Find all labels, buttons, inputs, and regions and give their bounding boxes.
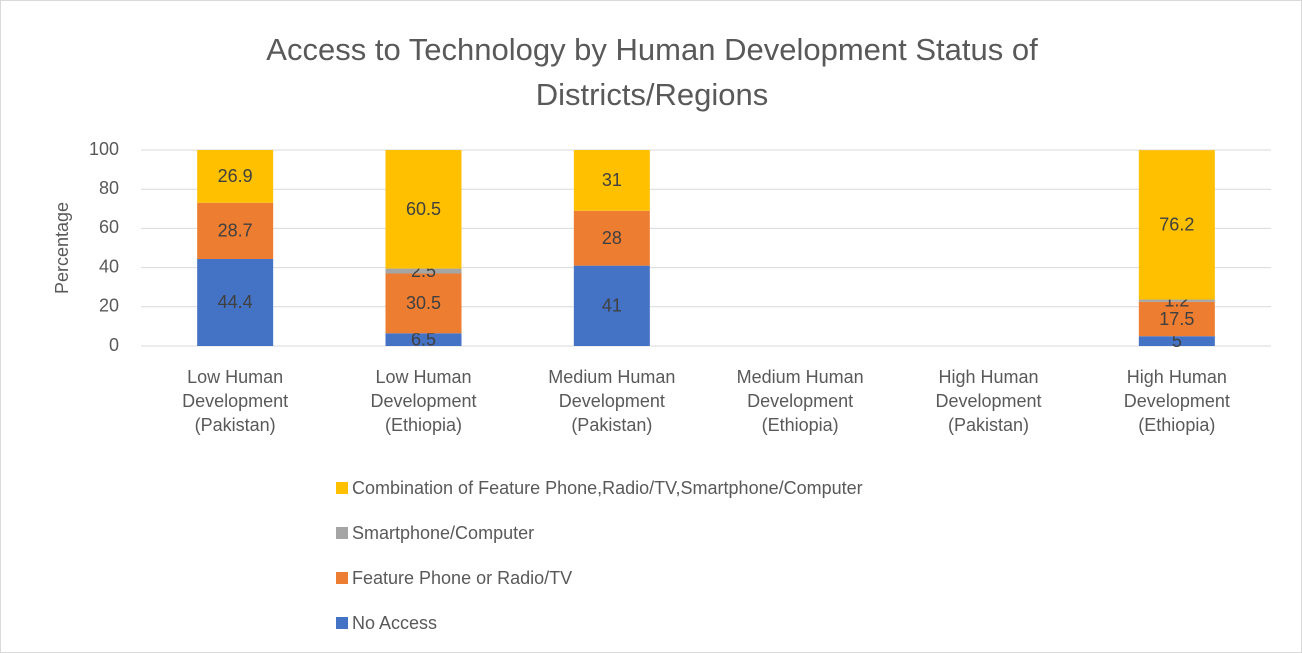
- data-label: 28.7: [218, 221, 253, 241]
- data-label: 30.5: [406, 293, 441, 313]
- y-tick-label: 0: [109, 335, 119, 355]
- bar-segment: [573, 210, 650, 266]
- data-label: 5: [1172, 331, 1182, 351]
- bar-segment: [1138, 299, 1215, 302]
- x-tick-label: Medium Human Development (Pakistan): [548, 367, 676, 435]
- x-tick-label: Medium Human Development (Ethiopia): [736, 367, 864, 435]
- legend-swatch: [336, 527, 348, 539]
- data-label: 60.5: [406, 199, 441, 219]
- legend-swatch: [336, 482, 348, 494]
- legend-swatch: [336, 617, 348, 629]
- legend-label: Smartphone/Computer: [352, 523, 534, 543]
- bar-segment: [197, 258, 274, 346]
- y-tick-label: 40: [99, 256, 119, 276]
- bar-segment: [385, 273, 462, 334]
- data-label: 17.5: [1159, 309, 1194, 329]
- y-axis-label: Percentage: [52, 202, 72, 294]
- y-tick-label: 60: [99, 217, 119, 237]
- bar-segment: [573, 150, 650, 211]
- bar-segment: [197, 202, 274, 259]
- chart-title: Access to Technology by Human Developmen…: [266, 32, 1038, 112]
- y-tick-label: 20: [99, 296, 119, 316]
- data-label: 44.4: [218, 292, 253, 312]
- bar-segment: [385, 333, 462, 346]
- x-tick-label: Low Human Development (Ethiopia): [370, 367, 477, 435]
- data-label: 41: [602, 296, 622, 316]
- data-label: 31: [602, 170, 622, 190]
- bar-segment: [385, 150, 462, 269]
- x-tick-label: High Human Development (Ethiopia): [1123, 367, 1230, 435]
- x-tick-label: Low Human Development (Pakistan): [182, 367, 289, 435]
- bar-segment: [1138, 301, 1215, 337]
- legend-label: Feature Phone or Radio/TV: [352, 568, 572, 588]
- bar-segment: [1138, 150, 1215, 300]
- bar-segment: [197, 150, 274, 203]
- y-tick-label: 100: [89, 139, 119, 159]
- x-tick-label: High Human Development (Pakistan): [935, 367, 1042, 435]
- legend-swatch: [336, 572, 348, 584]
- bar-segment: [385, 268, 462, 274]
- y-tick-label: 80: [99, 178, 119, 198]
- bar-segment: [1138, 336, 1215, 346]
- bar-segment: [573, 265, 650, 346]
- data-label: 6.5: [411, 329, 436, 349]
- legend-label: No Access: [352, 613, 437, 633]
- data-label: 26.9: [218, 166, 253, 186]
- data-label: 28: [602, 228, 622, 248]
- data-label: 76.2: [1159, 215, 1194, 235]
- legend-label: Combination of Feature Phone,Radio/TV,Sm…: [352, 478, 863, 498]
